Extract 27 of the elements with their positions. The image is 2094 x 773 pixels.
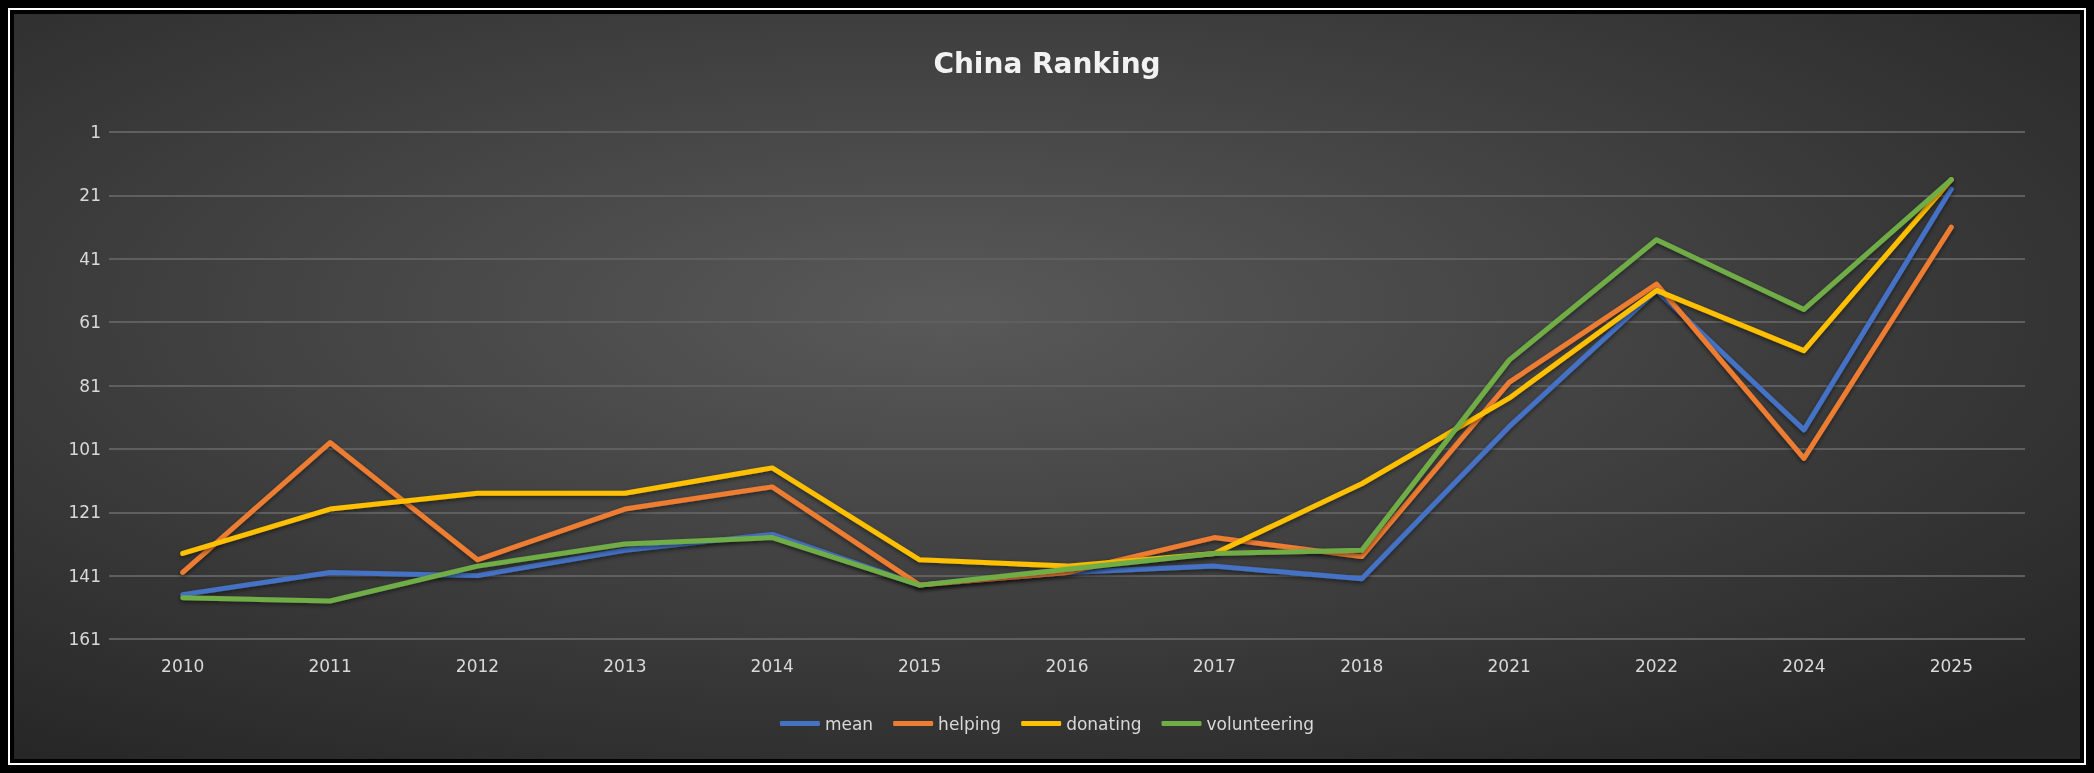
x-tick-label: 2024 (1782, 655, 1826, 676)
y-tick-label: 41 (79, 248, 101, 269)
y-tick-label: 141 (68, 565, 101, 586)
legend-label: mean (824, 713, 874, 734)
y-tick-label: 101 (68, 438, 101, 459)
x-tick-label: 2012 (455, 655, 500, 676)
y-tick-label: 1 (90, 122, 101, 142)
y-tick-label: 21 (79, 185, 101, 206)
x-tick-label: 2025 (1929, 655, 1973, 676)
legend-label: donating (1066, 713, 1142, 734)
x-tick-label: 2016 (1045, 655, 1089, 676)
x-tick-label: 2021 (1487, 655, 1531, 676)
x-tick-label: 2018 (1340, 655, 1384, 676)
x-tick-label: 2017 (1192, 655, 1237, 676)
legend-label: helping (938, 713, 1002, 734)
chart-title: China Ranking (933, 46, 1161, 80)
x-tick-label: 2011 (308, 655, 352, 676)
y-tick-label: 121 (68, 502, 101, 523)
y-tick-label: 81 (79, 375, 101, 396)
legend-label: volunteering (1206, 713, 1315, 734)
x-tick-label: 2014 (750, 655, 794, 676)
x-tick-label: 2015 (897, 655, 942, 676)
y-tick-label: 161 (68, 629, 101, 649)
x-tick-label: 2013 (603, 655, 647, 676)
y-tick-label: 61 (79, 312, 101, 333)
x-tick-label: 2022 (1634, 655, 1679, 676)
x-tick-label: 2010 (161, 655, 205, 676)
